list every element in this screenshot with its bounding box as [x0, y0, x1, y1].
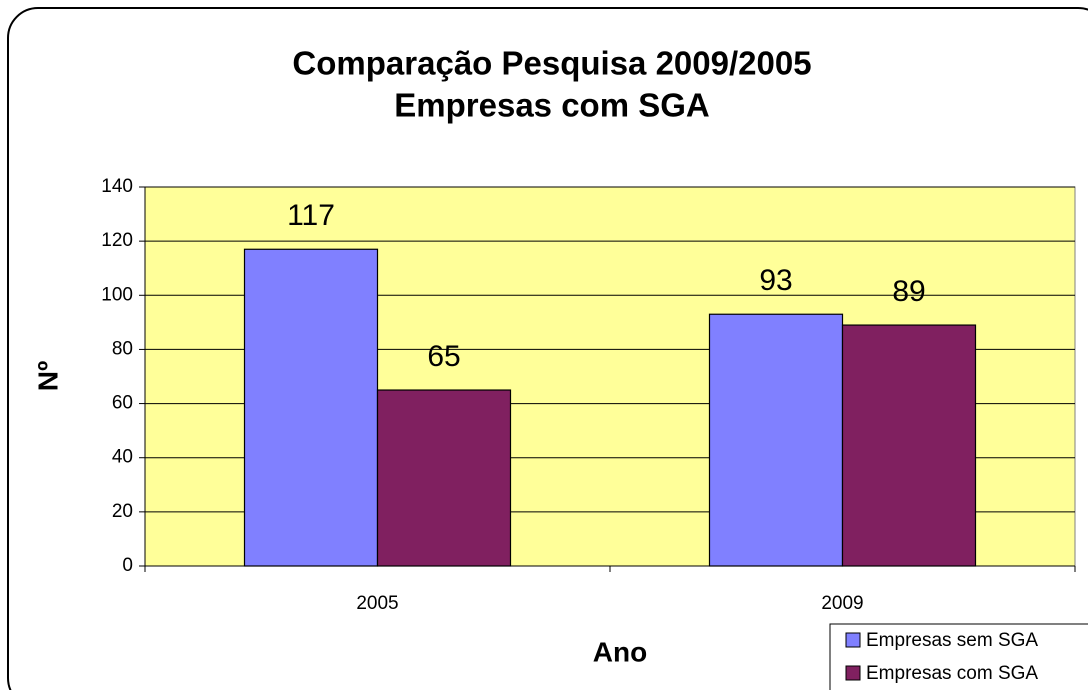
data-label: 65 [427, 340, 460, 373]
bar [243, 248, 379, 567]
legend-label: Empresas sem SGA [866, 630, 1038, 651]
legend-swatch [845, 632, 861, 648]
x-tick-label: 2005 [356, 593, 398, 614]
bar [841, 324, 977, 567]
legend-swatch [845, 665, 861, 681]
y-tick-label: 100 [101, 284, 133, 305]
x-axis-label: Ano [593, 636, 647, 667]
y-tick-label: 20 [112, 501, 133, 522]
chart-title: Empresas com SGA [394, 87, 709, 124]
y-tick-label: 120 [101, 230, 133, 251]
chart-title: Comparação Pesquisa 2009/2005 [292, 45, 811, 82]
y-tick-label: 0 [122, 555, 133, 576]
data-label: 93 [759, 264, 792, 297]
y-tick-label: 80 [112, 338, 133, 359]
bar [708, 313, 844, 567]
legend-label: Empresas com SGA [866, 663, 1038, 684]
y-tick-label: 60 [112, 393, 133, 414]
x-tick-label: 2009 [821, 593, 863, 614]
y-tick-label: 40 [112, 447, 133, 468]
y-axis-label: Nº [32, 361, 63, 391]
legend: Empresas sem SGA Empresas com SGA [829, 623, 1088, 690]
y-tick-label: 140 [101, 176, 133, 197]
legend-box [829, 623, 1088, 690]
data-label: 89 [892, 275, 925, 308]
data-label: 117 [287, 199, 335, 232]
bar [376, 389, 512, 567]
